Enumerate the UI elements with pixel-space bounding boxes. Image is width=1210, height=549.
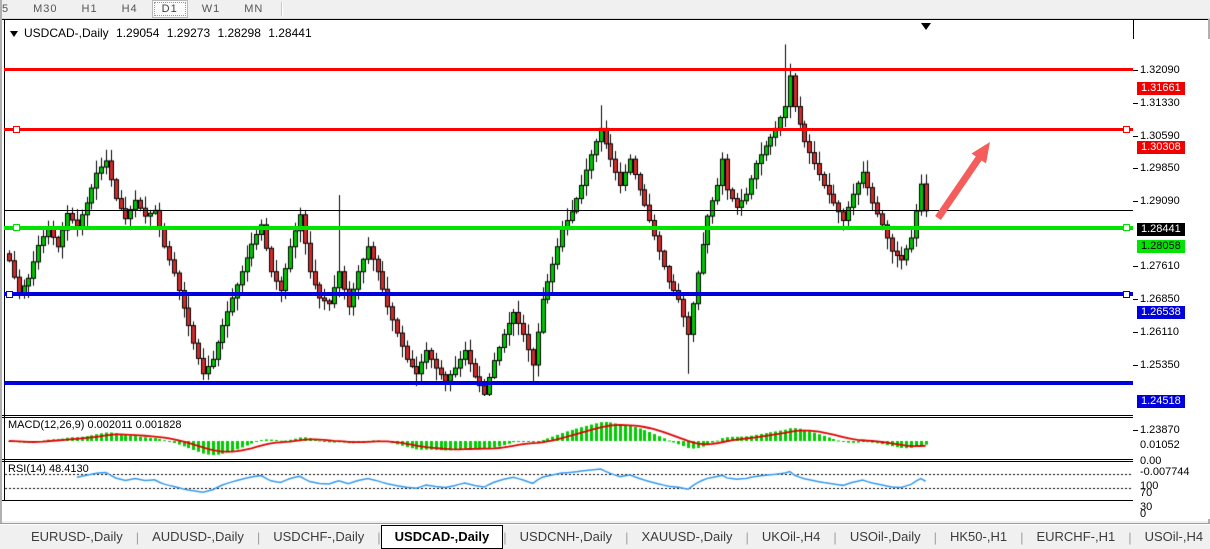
tab-separator: | xyxy=(625,529,629,545)
macd-indicator-panel[interactable] xyxy=(4,418,1133,459)
price-axis-tick xyxy=(1133,365,1138,367)
tab-xauusd-daily[interactable]: XAUUSD-,Daily xyxy=(641,529,733,544)
hline-1.28441[interactable] xyxy=(4,210,1133,212)
ohlc-low: 1.28298 xyxy=(217,26,261,40)
chart-dropdown-icon[interactable] xyxy=(10,31,18,37)
chart-tab-bar: EURUSD-,Daily | AUDUSD-,Daily | USDCHF-,Dail… xyxy=(0,523,1210,549)
indicator-axis-label-100: 100 xyxy=(1140,480,1159,492)
price-axis-label-1.27610: 1.27610 xyxy=(1140,260,1180,273)
tab-separator: | xyxy=(135,529,140,545)
price-axis-scale[interactable]: 1.31661 1.30308 1.28441 1.28058 1.26538 1.245… xyxy=(1133,39,1210,520)
macd-splitter-bottom xyxy=(0,417,1210,418)
chart-symbol-label: USDCAD-,Daily xyxy=(24,26,109,40)
price-tag-1.28058: 1.28058 xyxy=(1137,239,1185,253)
hline-right-handle-1.30308[interactable] xyxy=(1123,125,1130,133)
hline-right-handle-1.28058[interactable] xyxy=(1123,224,1130,232)
timeframe-button-m30[interactable]: M30 xyxy=(33,3,58,15)
indicator-axis-label-30: 30 xyxy=(1140,501,1153,513)
ohlc-close: 1.28441 xyxy=(268,26,312,40)
window-left-edge xyxy=(0,0,2,549)
tab-separator: | xyxy=(833,529,837,545)
tab-usoil-h4[interactable]: USOil-,H4 xyxy=(1144,529,1204,544)
chart-top-border xyxy=(0,19,1210,20)
price-axis-label-1.32090: 1.32090 xyxy=(1140,64,1180,76)
tab-separator: | xyxy=(933,529,937,545)
indicator-axis-label-70: 70 xyxy=(1140,487,1153,499)
price-axis-label-1.31330: 1.31330 xyxy=(1140,97,1180,110)
price-axis-label-1.23870: 1.23870 xyxy=(1140,423,1180,436)
rsi-splitter-top xyxy=(0,459,1210,460)
tab-separator: | xyxy=(256,529,261,545)
date-axis-border xyxy=(0,500,1210,501)
tab-usdcad-daily[interactable]: USDCAD-,Daily xyxy=(380,525,504,549)
tab-separator: | xyxy=(377,529,381,545)
chart-title: USDCAD-,Daily 1.29054 1.29273 1.28298 1.… xyxy=(10,26,316,40)
hline-1.26538[interactable] xyxy=(4,292,1133,297)
price-axis-label-1.25350: 1.25350 xyxy=(1140,359,1180,372)
indicator-axis-label-0: 0 xyxy=(1140,508,1147,520)
price-axis-tick xyxy=(1133,266,1138,268)
ohlc-high: 1.29273 xyxy=(166,26,211,40)
indicator-axis-label--0.007744: -0.007744 xyxy=(1140,466,1190,478)
price-axis-tick xyxy=(1133,135,1138,137)
price-axis-tick xyxy=(1133,331,1138,333)
timeframe-button-h1[interactable]: H1 xyxy=(81,3,98,15)
macd-splitter-top xyxy=(0,415,1210,416)
tab-separator: | xyxy=(745,529,749,545)
timeframe-toolbar: 5 M30 H1 H4 D1 W1 MN xyxy=(0,0,1210,19)
tab-usoil-daily[interactable]: USOil-,Daily xyxy=(849,529,921,544)
tab-eurchf-h1[interactable]: EURCHF-,H1 xyxy=(1036,529,1116,544)
tab-hk50-h1[interactable]: HK50-,H1 xyxy=(950,529,1008,544)
tab-separator: | xyxy=(1020,529,1024,545)
timeframe-button-5[interactable]: 5 xyxy=(2,3,10,15)
price-axis-tick xyxy=(1133,103,1138,105)
price-axis-label-1.29090: 1.29090 xyxy=(1140,195,1180,208)
price-tag-1.26538: 1.26538 xyxy=(1137,306,1185,320)
timeframe-button-w1[interactable]: W1 xyxy=(201,3,221,15)
timeframe-button-h4[interactable]: H4 xyxy=(121,3,138,15)
price-axis-label-1.26850: 1.26850 xyxy=(1140,293,1180,306)
tab-usdchf-daily[interactable]: USDCHF-,Daily xyxy=(273,529,365,544)
price-axis-tick xyxy=(1133,299,1138,301)
hline-1.24518[interactable] xyxy=(4,380,1133,385)
tab-audusd-daily[interactable]: AUDUSD-,Daily xyxy=(152,529,244,544)
tab-usdcnh-daily[interactable]: USDCNH-,Daily xyxy=(519,529,613,544)
hline-right-handle-1.26538[interactable] xyxy=(1123,290,1130,298)
price-tag-1.31661: 1.31661 xyxy=(1137,81,1185,95)
hline-1.28058[interactable] xyxy=(4,225,1133,230)
price-tag-1.28441: 1.28441 xyxy=(1137,222,1185,236)
hline-1.31661[interactable] xyxy=(4,68,1133,72)
tab-separator: | xyxy=(503,529,507,545)
price-tag-1.24518: 1.24518 xyxy=(1137,394,1185,408)
chart-window: USDCAD-,Daily 1.29054 1.29273 1.28298 1.… xyxy=(0,19,1210,536)
price-axis-label-1.30590: 1.30590 xyxy=(1140,129,1180,142)
ohlc-open: 1.29054 xyxy=(116,26,160,40)
price-axis-label-1.29850: 1.29850 xyxy=(1140,162,1180,175)
price-axis-label-1.26110: 1.26110 xyxy=(1140,325,1179,338)
rsi-splitter-bottom xyxy=(0,461,1210,462)
tabs-holder: EURUSD-,Daily | AUDUSD-,Daily | USDCHF-,Dail… xyxy=(18,525,1210,549)
tab-eurusd-daily[interactable]: EURUSD-,Daily xyxy=(31,529,123,544)
indicator-axis-label-0.01052: 0.01052 xyxy=(1140,439,1180,451)
price-axis-tick xyxy=(1133,201,1138,203)
toolbar-separator xyxy=(281,2,284,16)
timeframe-button-d1[interactable]: D1 xyxy=(151,0,188,18)
price-axis-tick xyxy=(1133,429,1138,431)
tab-separator: | xyxy=(1128,529,1132,545)
rsi-indicator-panel[interactable] xyxy=(4,462,1133,500)
hline-left-handle-1.30308[interactable] xyxy=(13,125,20,133)
hline-left-handle-1.26538[interactable] xyxy=(6,290,13,298)
trend-arrow-annotation[interactable] xyxy=(920,130,1010,230)
price-axis-tick xyxy=(1133,168,1138,170)
last-bar-marker-icon xyxy=(921,23,931,30)
tab-ukoil-h4[interactable]: UKOil-,H4 xyxy=(761,529,821,544)
price-axis-tick xyxy=(1133,70,1138,71)
hline-left-handle-1.28058[interactable] xyxy=(13,224,20,232)
indicator-axis-label-0.00: 0.00 xyxy=(1140,455,1162,467)
hline-1.30308[interactable] xyxy=(4,127,1133,131)
timeframe-button-mn[interactable]: MN xyxy=(244,3,264,15)
price-tag-1.30308: 1.30308 xyxy=(1137,141,1185,155)
